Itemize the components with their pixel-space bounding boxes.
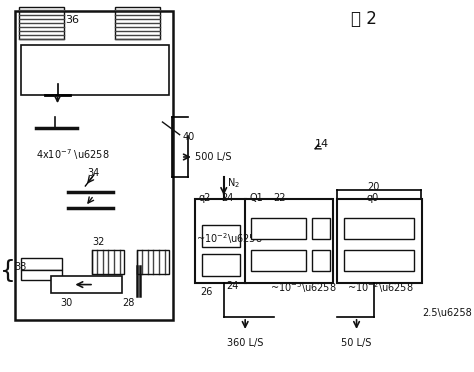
Bar — [202, 225, 239, 247]
Bar — [21, 45, 169, 95]
Text: 4x10$^{-7}$ \u6258: 4x10$^{-7}$ \u6258 — [36, 147, 109, 162]
Bar — [312, 218, 329, 239]
Text: 22: 22 — [273, 193, 286, 203]
Text: 2.5\u6258: 2.5\u6258 — [422, 308, 472, 318]
Bar — [92, 250, 124, 274]
Text: ~10$^{-2}$\u6258: ~10$^{-2}$\u6258 — [346, 280, 413, 295]
Text: 20: 20 — [367, 182, 380, 192]
Text: 24: 24 — [226, 281, 238, 291]
Text: Q1: Q1 — [249, 193, 263, 203]
Bar — [344, 250, 414, 271]
Bar — [195, 199, 246, 283]
Bar — [21, 270, 62, 280]
Text: 50 L/S: 50 L/S — [341, 338, 372, 348]
Bar — [15, 11, 173, 320]
Bar — [51, 276, 122, 293]
Text: 34: 34 — [88, 168, 100, 178]
Text: 28: 28 — [122, 298, 135, 308]
Text: 14: 14 — [315, 140, 329, 149]
Bar — [251, 250, 306, 271]
Text: 40: 40 — [182, 132, 195, 142]
Text: 38: 38 — [14, 262, 26, 272]
Text: 30: 30 — [60, 298, 72, 308]
Text: 图 2: 图 2 — [351, 10, 377, 28]
Bar — [21, 258, 62, 270]
Text: N$_2$: N$_2$ — [227, 176, 240, 190]
Text: 26: 26 — [201, 287, 213, 297]
Text: {: { — [0, 259, 16, 283]
Text: 360 L/S: 360 L/S — [227, 338, 264, 348]
Bar — [251, 218, 306, 239]
Text: 500 L/S: 500 L/S — [195, 152, 232, 162]
Text: ~10$^{-2}$\u6258: ~10$^{-2}$\u6258 — [196, 231, 263, 246]
Bar — [137, 250, 169, 274]
Text: 24: 24 — [221, 193, 234, 203]
Bar — [202, 254, 239, 276]
Text: 32: 32 — [92, 237, 104, 247]
Text: ~10$^{-5}$\u6258: ~10$^{-5}$\u6258 — [270, 280, 336, 295]
Bar — [245, 199, 333, 283]
Bar — [312, 250, 329, 271]
Text: q0: q0 — [366, 193, 379, 203]
Text: q2: q2 — [199, 193, 211, 203]
Bar — [344, 218, 414, 239]
Bar — [337, 199, 422, 283]
Bar — [115, 7, 160, 39]
Bar — [19, 7, 64, 39]
Text: 36: 36 — [65, 16, 80, 25]
